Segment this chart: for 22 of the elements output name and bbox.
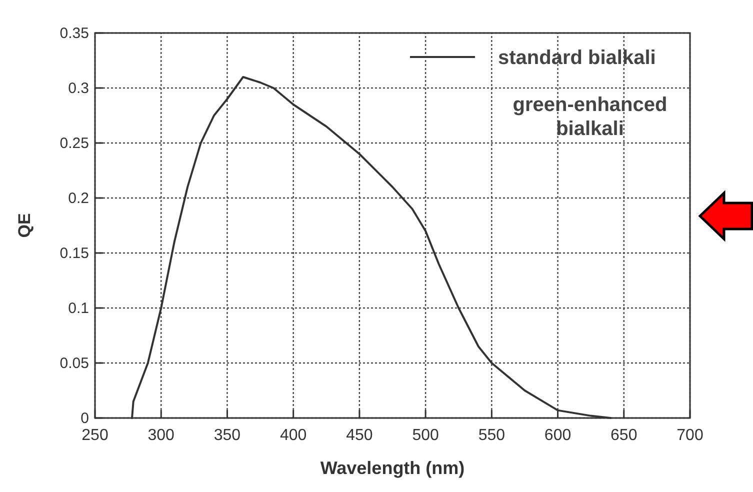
x-axis-title: Wavelength (nm) xyxy=(320,458,465,478)
y-tick-label: 0.25 xyxy=(60,135,89,152)
x-tick-label: 650 xyxy=(610,427,638,444)
annotation: green-enhanced bialkali xyxy=(512,94,668,140)
y-tick-label: 0.1 xyxy=(68,300,89,317)
y-tick-label: 0.15 xyxy=(60,245,89,262)
y-tick-label: 0.35 xyxy=(60,25,89,42)
x-tick-label: 500 xyxy=(412,427,439,444)
x-tick-label: 550 xyxy=(478,427,506,444)
x-tick-label: 300 xyxy=(148,427,175,444)
x-tick-label: 250 xyxy=(82,427,108,444)
y-tick-label: 0.05 xyxy=(60,355,89,372)
x-tick-label: 350 xyxy=(214,427,241,444)
y-tick-label: 0 xyxy=(80,410,89,427)
x-tick-label: 450 xyxy=(346,427,373,444)
x-tick-label: 600 xyxy=(544,427,572,444)
y-axis-title: QE xyxy=(15,213,34,238)
x-tick-label: 700 xyxy=(676,427,704,444)
legend-label: standard bialkali xyxy=(498,47,656,69)
x-tick-label: 400 xyxy=(280,427,307,444)
y-tick-label: 0.3 xyxy=(68,80,89,97)
y-tick-label: 0.2 xyxy=(68,190,89,207)
